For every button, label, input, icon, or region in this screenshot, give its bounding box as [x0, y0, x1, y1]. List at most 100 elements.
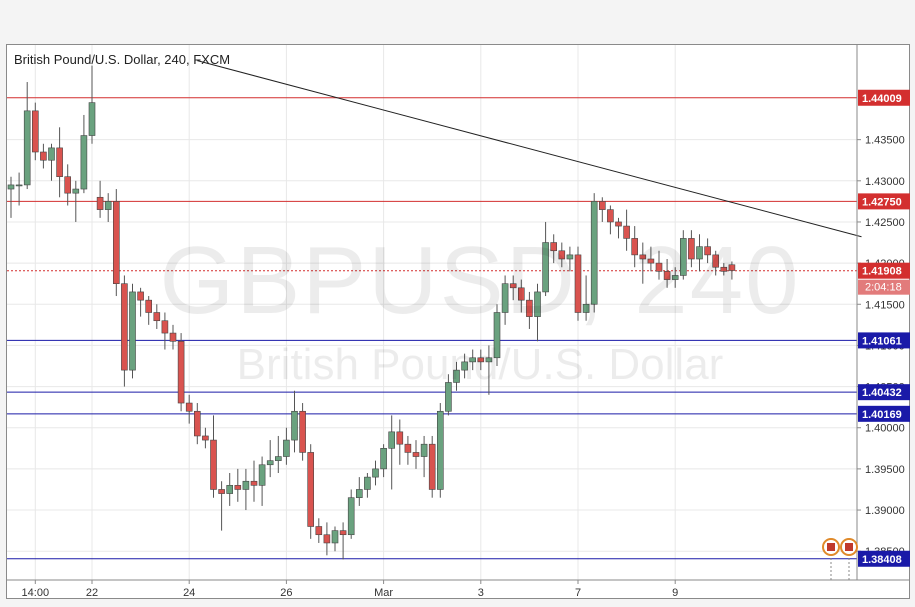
candle-body: [56, 147, 63, 177]
candle-bearish: [299, 403, 306, 461]
candle-body: [323, 534, 331, 544]
candle-bearish: [145, 296, 152, 325]
candle-body: [129, 291, 136, 371]
candle-body: [428, 443, 436, 490]
candle-body: [639, 254, 647, 260]
x-tick-label: Mar: [374, 587, 393, 599]
candle-body: [185, 402, 193, 412]
candle-bearish: [210, 415, 217, 498]
flag-icon-stripes: [827, 543, 835, 551]
candle-body: [283, 439, 290, 457]
candle-body: [364, 476, 371, 490]
candle-bullish: [88, 65, 96, 144]
candles: [7, 65, 736, 560]
candle-body: [469, 357, 477, 363]
candle-body: [453, 369, 460, 383]
candle-body: [526, 299, 533, 317]
candle-bearish: [218, 481, 225, 531]
candle-body: [477, 357, 485, 363]
candle-body: [501, 283, 509, 313]
current-price-box: [858, 262, 910, 279]
level-label: 1.40432: [862, 387, 902, 399]
candle-bearish: [607, 205, 614, 235]
candle-bearish: [137, 287, 144, 317]
candle-bearish: [526, 291, 533, 329]
candle-body: [347, 497, 355, 536]
candle-bullish: [291, 390, 298, 453]
candle-body: [218, 489, 225, 494]
candle-bullish: [566, 246, 574, 272]
candle-bullish: [453, 361, 460, 391]
candle-body: [161, 320, 169, 334]
candle-bullish: [696, 234, 703, 272]
candle-bearish: [509, 275, 517, 301]
candle-body: [250, 480, 258, 486]
level-label: 1.44009: [862, 93, 902, 105]
candle-bullish: [266, 440, 274, 478]
level-label-box: [858, 384, 910, 401]
countdown-box: [858, 279, 910, 295]
candle-body: [461, 361, 468, 371]
candle-body: [396, 431, 404, 445]
candle-body: [242, 480, 250, 490]
candle-bearish: [663, 259, 671, 288]
candle-body: [380, 448, 387, 470]
candle-bullish: [501, 275, 509, 325]
x-tick-label: 7: [575, 587, 581, 599]
candle-body: [145, 299, 152, 313]
candle-bullish: [80, 114, 88, 194]
candle-bullish: [485, 345, 493, 395]
candle-bearish: [64, 164, 71, 206]
candle-bullish: [72, 180, 80, 222]
candle-bearish: [307, 444, 315, 539]
candle-body: [623, 225, 630, 239]
candle-body: [315, 526, 323, 536]
candle-body: [266, 460, 274, 466]
candle-body: [550, 242, 558, 252]
candle-body: [80, 135, 88, 190]
candle-body: [404, 443, 412, 453]
candle-body: [64, 176, 71, 194]
candle-body: [647, 258, 655, 264]
candle-bearish: [639, 242, 647, 284]
candle-bullish: [679, 230, 687, 280]
candle-bullish: [48, 143, 55, 181]
candle-bearish: [655, 250, 663, 280]
candle-body: [210, 439, 217, 490]
candle-bearish: [31, 102, 39, 161]
candle-bullish: [347, 489, 355, 539]
x-tick-label: 14:00: [22, 587, 50, 599]
candle-body: [631, 238, 639, 256]
candle-body: [566, 254, 574, 260]
candle-body: [48, 147, 55, 161]
trendline: [197, 60, 862, 238]
candle-body: [590, 201, 598, 305]
candle-body: [339, 530, 347, 536]
y-tick-label: 1.41500: [865, 299, 905, 311]
candle-bullish: [671, 267, 679, 288]
candle-bullish: [226, 473, 233, 506]
candle-bullish: [331, 526, 339, 552]
candle-bearish: [712, 250, 720, 276]
candle-bearish: [517, 279, 525, 313]
candle-body: [88, 102, 96, 136]
candle-bullish: [534, 283, 541, 342]
level-label: 1.42750: [862, 196, 902, 208]
candle-bearish: [194, 403, 201, 445]
candle-body: [202, 435, 209, 441]
candle-body: [696, 246, 703, 260]
candle-bullish: [590, 193, 598, 313]
y-tick-label: 1.40000: [865, 423, 905, 435]
candle-bearish: [40, 143, 47, 169]
candle-bearish: [720, 263, 728, 276]
candle-bearish: [558, 242, 566, 268]
candle-body: [104, 201, 112, 210]
candle-body: [542, 242, 549, 293]
candle-bearish: [396, 419, 404, 465]
candle-body: [615, 221, 622, 227]
candle-body: [655, 262, 663, 272]
candle-bullish: [388, 415, 396, 490]
candle-bullish: [420, 435, 428, 478]
candle-body: [420, 443, 428, 457]
